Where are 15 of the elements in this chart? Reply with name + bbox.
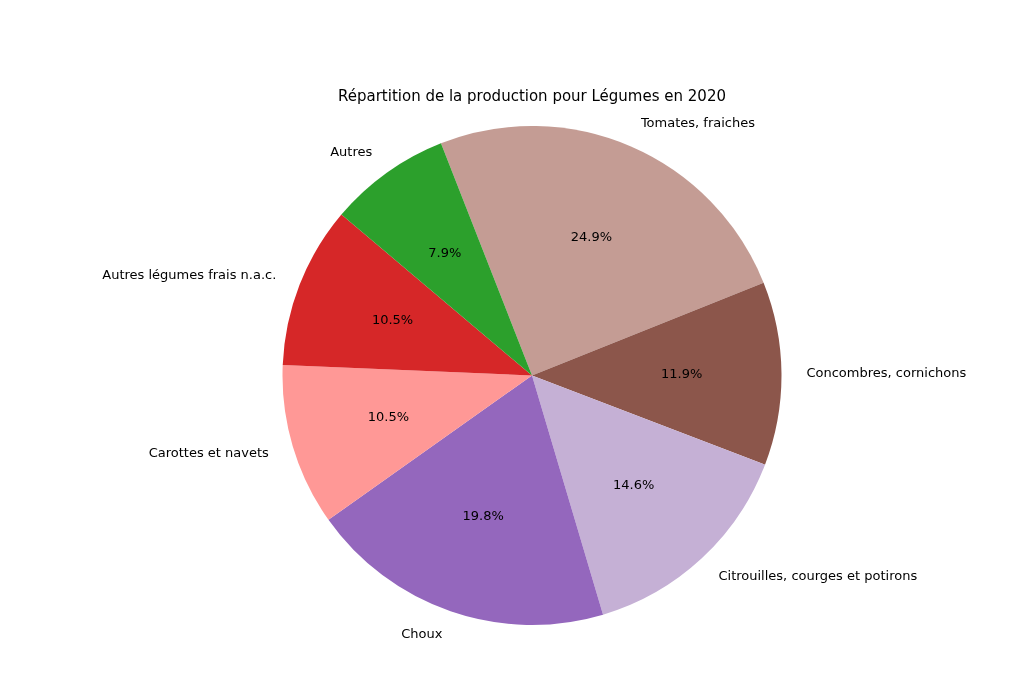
data-label: 10.5% xyxy=(371,312,414,328)
slice-label: Concombres, cornichons xyxy=(806,364,967,380)
data-label: 11.9% xyxy=(661,365,703,381)
slice-label: Carottes et navets xyxy=(148,444,270,460)
slice-label: Citrouilles, courges et potirons xyxy=(718,568,918,584)
slice-label: Choux xyxy=(401,626,443,642)
slice-label: Tomates, fraiches xyxy=(639,114,756,130)
data-label: 19.8% xyxy=(462,508,504,524)
slice-label: Autres xyxy=(330,143,373,159)
slice-label: Autres légumes frais n.a.c. xyxy=(102,267,277,283)
data-label: 14.6% xyxy=(613,476,655,492)
chart-title: Répartition de la production pour Légumes en 2020 xyxy=(338,86,726,105)
data-label: 7.9% xyxy=(428,245,462,261)
data-label: 24.9% xyxy=(570,229,613,245)
data-label: 10.5% xyxy=(367,409,410,425)
